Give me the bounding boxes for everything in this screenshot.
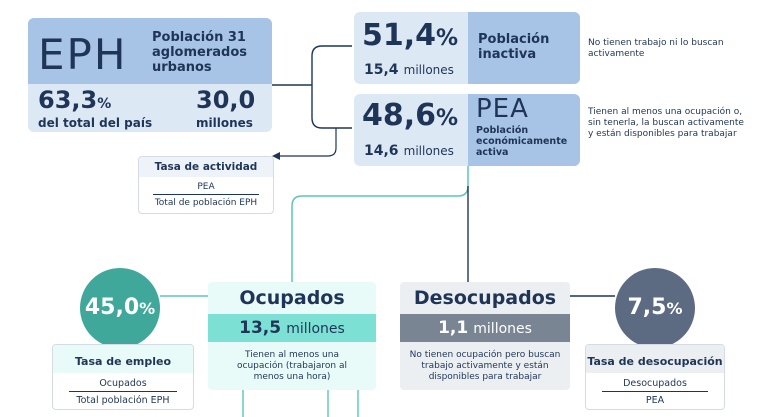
pea-abbr: PEA <box>476 94 529 124</box>
pea-pct: 48,6% <box>362 98 458 133</box>
connector-ocupados <box>291 166 469 282</box>
desocupados-card: Desocupados 1,1 millones No tienen ocupa… <box>400 282 570 390</box>
eph-abs-value: 30,0 <box>196 86 256 114</box>
tasa-actividad-fraction-line <box>153 194 259 195</box>
tasa-desocupacion-header <box>586 345 724 373</box>
ocupados-card: Ocupados 13,5 millones Tienen al menos u… <box>208 282 376 390</box>
tasa-actividad-numerator: PEA <box>197 182 215 192</box>
tasa-actividad-card: Tasa de actividad PEA Total de población… <box>138 156 274 214</box>
inactiva-millions: 15,4 millones <box>364 59 454 78</box>
ocupados-millions-value: 13,5 <box>239 318 282 338</box>
tasa-empleo-numerator: Ocupados <box>99 378 147 389</box>
desocupados-bar <box>400 314 570 342</box>
eph-header <box>28 18 272 84</box>
pea-box: 48,6% 14,6 millones PEA Población económ… <box>354 94 580 166</box>
pea-label: Población económicamente activa <box>476 125 568 158</box>
tasa-desocupacion-circle: 7,5% <box>615 268 695 348</box>
pea-label-panel <box>468 94 580 166</box>
tasa-empleo-header <box>53 345 193 373</box>
ocupados-title: Ocupados <box>239 287 345 309</box>
tasa-empleo-circle: 45,0% <box>80 268 160 348</box>
eph-abs-caption: millones <box>196 116 253 130</box>
eph-logo: EPH <box>38 30 128 79</box>
desocupados-millions: 1,1 millones <box>400 318 570 338</box>
tasa-actividad-denominator: Total de población EPH <box>154 198 258 208</box>
ocupados-millions: 13,5 millones <box>208 318 376 338</box>
eph-pct: 63,3% <box>38 86 111 114</box>
tasa-empleo-value: 45,0 <box>84 295 140 320</box>
tasa-empleo-title: Tasa de empleo <box>74 355 172 368</box>
tasa-empleo-fraction-line <box>69 391 177 392</box>
connector-pea <box>311 85 352 129</box>
tasa-desocupacion-fraction-line <box>602 391 708 392</box>
tasa-actividad-header <box>139 157 273 177</box>
desocupados-millions-value: 1,1 <box>438 318 469 338</box>
ocupados-millions-unit: millones <box>286 321 345 337</box>
connector-bottom <box>242 390 359 417</box>
inactiva-label-panel <box>468 12 580 84</box>
pea-millions: 14,6 millones <box>364 140 454 159</box>
pea-pct-symbol: % <box>436 106 459 131</box>
eph-pct-caption: del total del país <box>38 116 153 130</box>
inactiva-pct-symbol: % <box>436 26 459 51</box>
tasa-empleo-symbol: % <box>139 299 156 318</box>
tasa-empleo-denominator: Total población EPH <box>76 395 170 406</box>
pea-pct-value: 48,6 <box>362 98 437 133</box>
ocupados-bar <box>208 314 376 342</box>
desocupados-note: No tienen ocupación pero buscan trabajo … <box>409 350 561 382</box>
inactiva-label: Población inactiva <box>478 32 550 62</box>
eph-box: EPH Población 31 aglomerados urbanos 63,… <box>28 18 272 132</box>
tasa-desocupacion-symbol: % <box>666 299 683 318</box>
connector-inactiva <box>311 45 352 85</box>
ocupados-note: Tienen al menos una ocupación (trabajaro… <box>237 350 347 382</box>
eph-pct-symbol: % <box>97 96 112 112</box>
tasa-desocupacion-card: Tasa de desocupación Desocupados PEA <box>585 344 725 410</box>
pea-millions-unit: millones <box>403 144 454 158</box>
tasa-desocupacion-numerator: Desocupados <box>623 378 687 389</box>
pea-millions-value: 14,6 <box>364 143 399 159</box>
desocupados-millions-unit: millones <box>473 321 532 337</box>
eph-title: Población 31 aglomerados urbanos <box>152 30 247 75</box>
inactiva-millions-value: 15,4 <box>364 62 399 78</box>
connector-actividad <box>278 128 337 157</box>
inactiva-note: No tienen trabajo ni lo buscan activamen… <box>588 38 724 59</box>
tasa-desocupacion-value: 7,5 <box>627 295 667 320</box>
tasa-desocupacion-denominator: PEA <box>645 395 665 406</box>
inactiva-box: 51,4% 15,4 millones Población inactiva <box>354 12 580 84</box>
desocupados-title: Desocupados <box>413 287 557 309</box>
eph-pct-value: 63,3 <box>38 86 98 114</box>
inactiva-pct: 51,4% <box>362 18 458 53</box>
arrow-actividad <box>272 152 280 160</box>
tasa-desocupacion-title: Tasa de desocupación <box>587 355 723 368</box>
pea-note: Tienen al menos una ocupación o, sin ten… <box>588 107 744 139</box>
inactiva-millions-unit: millones <box>403 63 454 77</box>
inactiva-pct-value: 51,4 <box>362 18 437 53</box>
tasa-empleo-card: Tasa de empleo Ocupados Total población … <box>52 344 194 410</box>
tasa-actividad-title: Tasa de actividad <box>154 161 258 173</box>
